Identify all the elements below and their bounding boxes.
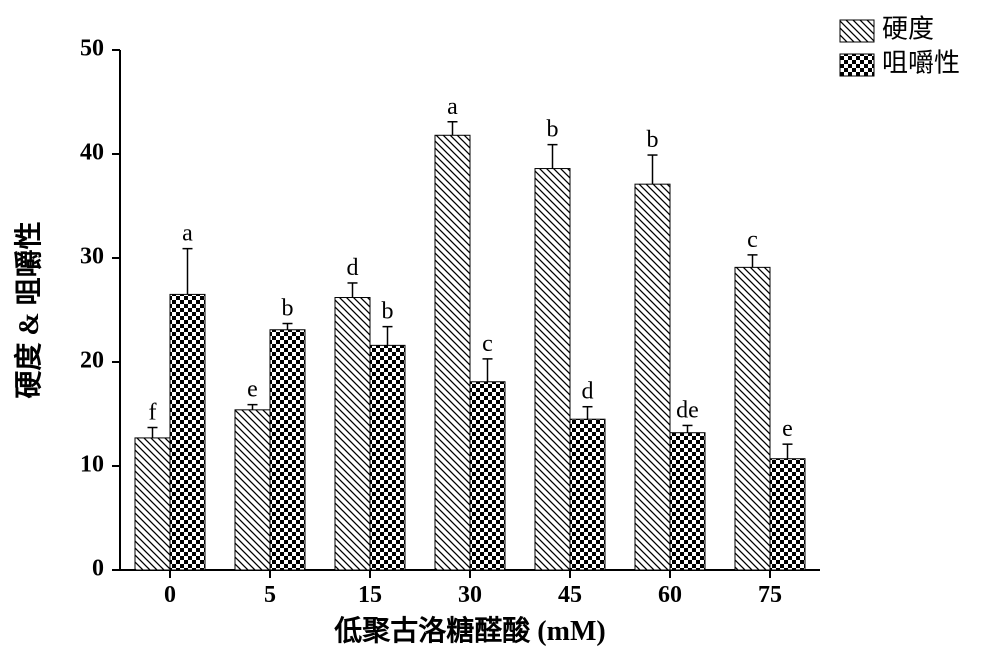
x-axis-label: 低聚古洛糖醛酸 (mM) — [333, 615, 605, 647]
y-tick-label: 40 — [80, 140, 104, 166]
bar-hardness — [435, 135, 470, 570]
bar-chewiness — [370, 345, 405, 570]
y-tick-label: 30 — [80, 244, 104, 270]
legend-label: 硬度 — [882, 15, 934, 44]
bar-sig-label: a — [182, 221, 193, 247]
legend-swatch — [840, 54, 874, 76]
x-tick-label: 75 — [758, 582, 782, 608]
y-tick-label: 50 — [80, 36, 104, 62]
bar-sig-label: e — [782, 416, 793, 442]
bar-sig-label: a — [447, 94, 458, 120]
bar-hardness — [335, 298, 370, 570]
x-tick-label: 5 — [264, 582, 276, 608]
bar-sig-label: d — [582, 379, 594, 405]
bar-sig-label: d — [347, 255, 359, 281]
bar-sig-label: c — [482, 331, 493, 357]
bar-chewiness — [470, 382, 505, 570]
y-tick-label: 20 — [80, 348, 104, 374]
bar-sig-label: b — [382, 299, 394, 325]
bar-chart: 01020304050硬度 & 咀嚼性0fa5eb15db30ac45bd60b… — [0, 0, 1000, 661]
x-tick-label: 0 — [164, 582, 176, 608]
x-tick-label: 15 — [358, 582, 382, 608]
bar-chewiness — [670, 433, 705, 570]
x-tick-label: 45 — [558, 582, 582, 608]
bar-sig-label: f — [149, 400, 157, 426]
bar-chewiness — [170, 294, 205, 570]
bar-hardness — [135, 438, 170, 570]
bar-sig-label: b — [547, 117, 559, 143]
bar-hardness — [235, 410, 270, 570]
y-tick-label: 0 — [92, 556, 104, 582]
legend-label: 咀嚼性 — [882, 49, 960, 78]
x-tick-label: 60 — [658, 582, 682, 608]
bar-chewiness — [770, 459, 805, 570]
bar-sig-label: de — [676, 397, 699, 423]
bar-chewiness — [270, 330, 305, 570]
legend-swatch — [840, 20, 874, 42]
y-axis-label: 硬度 & 咀嚼性 — [13, 221, 45, 398]
bar-sig-label: e — [247, 377, 258, 403]
bar-hardness — [635, 184, 670, 570]
bar-hardness — [735, 267, 770, 570]
bar-sig-label: b — [647, 127, 659, 153]
bar-sig-label: c — [747, 227, 758, 253]
bar-chewiness — [570, 419, 605, 570]
y-tick-label: 10 — [80, 452, 104, 478]
bar-sig-label: b — [282, 296, 294, 322]
x-tick-label: 30 — [458, 582, 482, 608]
bar-hardness — [535, 169, 570, 570]
